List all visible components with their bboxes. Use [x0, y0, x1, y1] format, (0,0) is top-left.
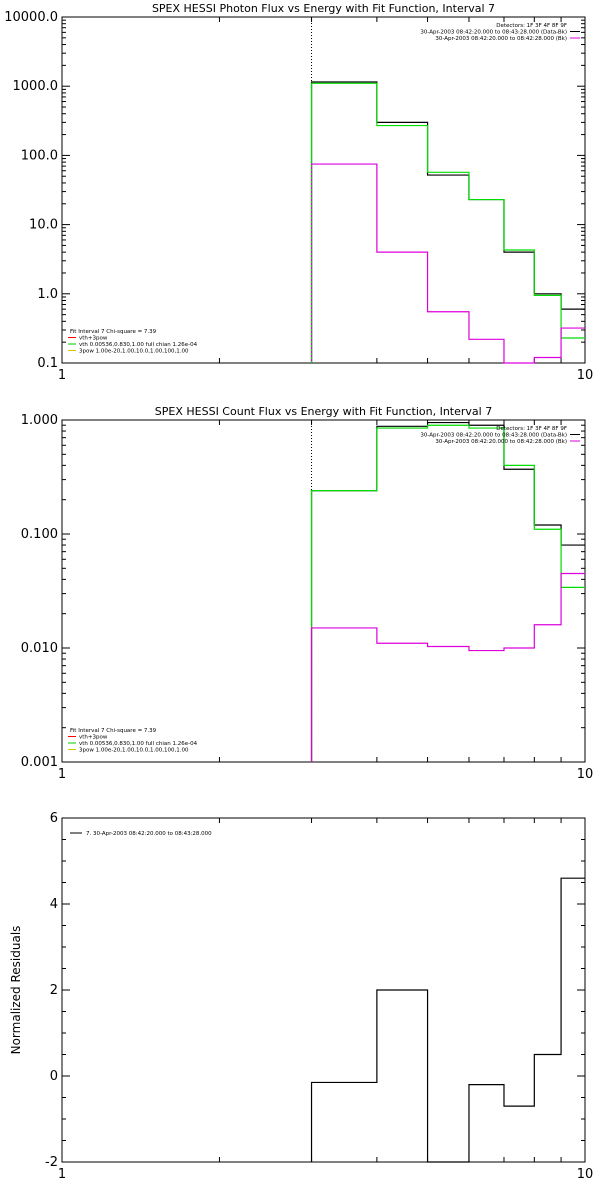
bottom-legend-text: vth 0.00536,0.830,1.00 full chian 1.26e-… [79, 741, 198, 747]
top-legend-text: 30-Apr-2003 08:42:20.000 to 08:42:28.000… [435, 439, 567, 445]
y-tick-label: -2 [45, 1155, 58, 1170]
bottom-legend-text: Fit Interval 7 Chi-square = 7.39 [70, 329, 157, 335]
series-1-step-line [310, 82, 585, 363]
y-tick-label: 10000.0 [4, 10, 58, 25]
y-tick-label: 6 [50, 811, 58, 826]
y-tick-label: 0.1 [37, 356, 58, 371]
y-tick-label: 2 [50, 983, 58, 998]
count-flux-panel: SPEX HESSI Count Flux vs Energy with Fit… [21, 405, 593, 782]
residuals-panel: -2 0 2 4 6 1 10 Normalized Residuals 7. 30-Apr-2… [9, 811, 593, 1182]
y-tick-label: 0.100 [21, 527, 58, 542]
plot-frame [61, 817, 586, 1163]
bottom-legend-text: Fit Interval 7 Chi-square = 7.39 [70, 728, 157, 734]
x-tick-label: 10 [577, 767, 594, 782]
y-tick-label: 1000.0 [13, 79, 59, 94]
photon-flux-panel: SPEX HESSI Photon Flux vs Energy with Fi… [4, 2, 593, 383]
top-legend-text: 30-Apr-2003 08:42:20.000 to 08:43:28.000… [420, 433, 567, 439]
y-tick-label: 10.0 [29, 218, 58, 233]
bottom-legend-text: 3pow 1.00e-20,1.00,10.0,1.00,100,1.00 [79, 748, 189, 754]
chart-title: SPEX HESSI Count Flux vs Energy with Fit… [155, 405, 492, 418]
series-0-step-line [310, 877, 585, 1163]
top-legend-text: 30-Apr-2003 08:42:20.000 to 08:42:28.000… [435, 36, 567, 42]
bottom-legend-text: 3pow 1.00e-20,1.00,10.0,1.00,100,1.00 [79, 349, 189, 355]
plot-frame [61, 419, 586, 763]
series-2-step-line [310, 163, 585, 364]
x-tick-label: 1 [58, 368, 66, 383]
series-0-step-line [310, 421, 585, 762]
series-0-step-line [310, 81, 585, 363]
bottom-legend-text: vth 0.00536,0.830,1.00 full chian 1.26e-… [79, 342, 198, 348]
x-tick-label: 1 [58, 1167, 66, 1182]
series-2-step-line [310, 572, 585, 762]
x-tick-label: 10 [577, 1167, 594, 1182]
top-legend-text: Detectors: 1F 3F 4F 8F 9F [496, 426, 567, 432]
y-tick-label: 100.0 [21, 148, 58, 163]
residual-legend-text: 7. 30-Apr-2003 08:42:20.000 to 08:43:28.… [86, 831, 212, 837]
y-tick-label: 1.0 [37, 287, 58, 302]
chart-title: SPEX HESSI Photon Flux vs Energy with Fi… [152, 2, 495, 15]
bottom-legend-text: vth+3pow [79, 336, 108, 342]
x-tick-label: 10 [577, 368, 594, 383]
bottom-legend-text: vth+3pow [79, 735, 108, 741]
x-tick-label: 1 [58, 767, 66, 782]
top-legend-text: Detectors: 1F 3F 4F 8F 9F [496, 23, 567, 29]
top-legend-text: 30-Apr-2003 08:42:20.000 to 08:43:28.000… [420, 30, 567, 36]
y-tick-label: 1.000 [21, 413, 58, 428]
y-tick-label: 0.010 [21, 641, 58, 656]
y-tick-label: 0 [50, 1069, 58, 1084]
y-axis-label: Normalized Residuals [9, 926, 23, 1055]
plot-frame [61, 16, 586, 364]
y-tick-label: 4 [50, 897, 58, 912]
y-tick-label: 0.001 [21, 755, 58, 770]
series-1-step-line [310, 424, 585, 762]
